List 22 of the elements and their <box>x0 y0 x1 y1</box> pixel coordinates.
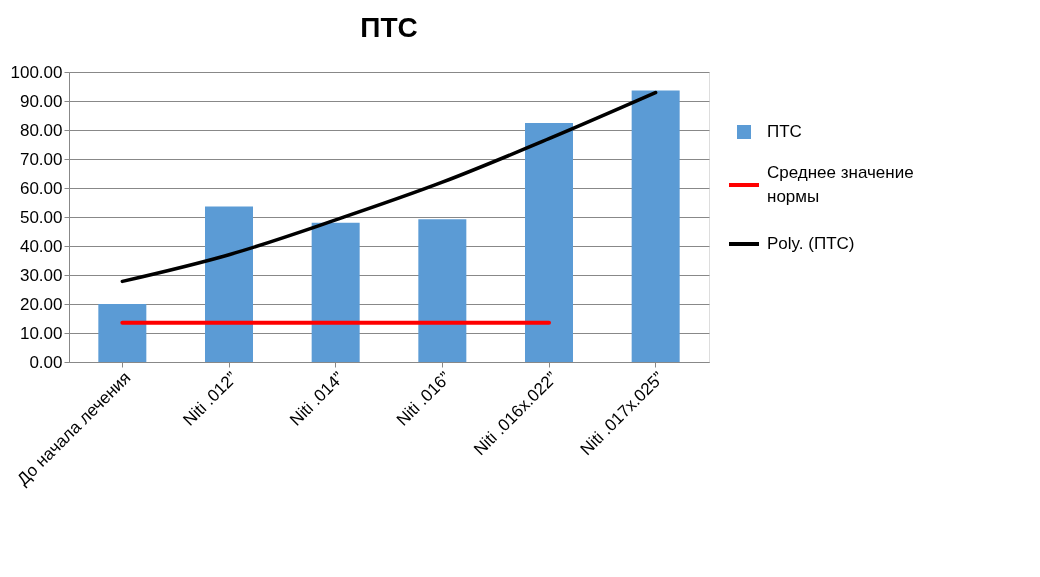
bar <box>631 90 680 362</box>
y-tick-label: 20.00 <box>19 294 63 314</box>
legend-label: Poly. (ПТС) <box>767 234 855 253</box>
y-tick-label: 90.00 <box>19 91 63 111</box>
legend-label: ПТС <box>767 122 802 141</box>
y-tick-label: 100.00 <box>10 62 63 82</box>
y-tick-label: 50.00 <box>19 207 63 227</box>
bar <box>205 206 253 362</box>
line-series <box>120 90 658 284</box>
bar <box>418 219 467 362</box>
y-tick-label: 10.00 <box>19 323 63 343</box>
bar <box>525 123 573 362</box>
bar <box>98 304 147 362</box>
y-tick-label: 40.00 <box>19 236 63 256</box>
legend-label: Среднее значение нормы <box>767 163 914 206</box>
y-tick-label: 0.00 <box>29 352 63 372</box>
y-tick-label: 70.00 <box>19 149 63 169</box>
y-tick-label: 60.00 <box>19 178 63 198</box>
y-tick-label: 80.00 <box>19 120 63 140</box>
y-tick-label: 30.00 <box>19 265 63 285</box>
chart-title: ПТС <box>360 12 418 43</box>
bar <box>311 222 360 362</box>
